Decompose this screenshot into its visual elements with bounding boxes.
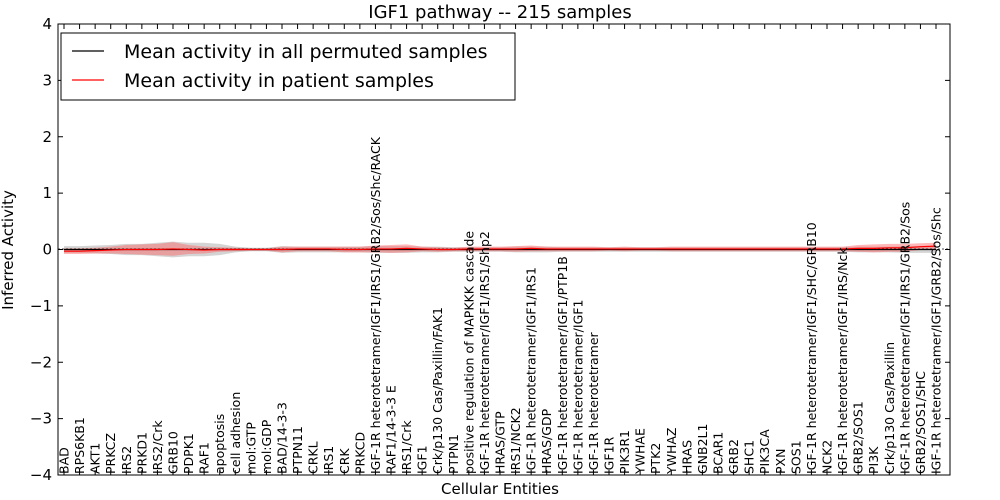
category-label: mol:GDP <box>259 419 274 474</box>
category-label: GRB10 <box>166 431 181 474</box>
category-label: SOS1 <box>788 440 803 474</box>
category-label: PDPK1 <box>181 433 196 474</box>
legend-label-permuted: Mean activity in all permuted samples <box>124 41 487 63</box>
plot-frame <box>57 23 951 476</box>
category-label: PTK2 <box>648 443 663 474</box>
category-label: IGF-1R heterotetramer/IGF1 <box>570 300 585 474</box>
category-label: IRS1/NCK2 <box>508 407 523 474</box>
category-label: positive regulation of MAPKKK cascade <box>461 231 476 474</box>
category-label: IGF1 <box>415 445 430 474</box>
category-label: PIK3R1 <box>617 430 632 474</box>
category-label: PTPN1 <box>446 434 461 474</box>
category-label: PXN <box>773 449 788 474</box>
category-label: CRKL <box>306 441 321 474</box>
category-label: CRK <box>337 448 352 474</box>
category-label: IGF-1R heterotetramer/IGF1/IRS1 <box>524 267 539 474</box>
y-tick-label: 2 <box>42 128 52 146</box>
category-label: BAD/14-3-3 <box>275 402 290 474</box>
category-label: Crk/p130 Cas/Paxillin <box>882 342 897 474</box>
category-label: RPS6KB1 <box>72 417 87 474</box>
category-label: PRKD1 <box>134 432 149 474</box>
category-label: GNB2L1 <box>695 424 710 474</box>
y-tick-label: 3 <box>42 71 52 89</box>
y-tick-label: 1 <box>42 184 52 202</box>
category-label: cell adhesion <box>228 392 243 474</box>
category-label: AKT1 <box>88 443 103 474</box>
category-label: IGF-1R heterotetramer <box>586 331 601 474</box>
category-label: GRB2/SOS1 <box>851 401 866 474</box>
x-axis-label: Cellular Entities <box>441 480 559 498</box>
category-label: IRS2/Crk <box>150 420 165 474</box>
category-label: IRS1 <box>321 446 336 474</box>
y-tick-label: −3 <box>30 410 52 428</box>
category-label: PI3K <box>866 446 881 474</box>
category-label: IGF-1R heterotetramer/IGF1/PTP1B <box>555 256 570 474</box>
y-axis-label: Inferred Activity <box>0 190 17 310</box>
category-label: BCAR1 <box>711 432 726 474</box>
category-label: apoptosis <box>212 414 227 474</box>
category-label: HRAS <box>679 440 694 474</box>
series-lines <box>64 245 937 252</box>
category-label: PIK3CA <box>757 429 772 474</box>
axis-ticks: 4 3 2 1 0 −1 −2 −3 −4 <box>30 15 950 484</box>
category-label: HRAS/GTP <box>493 411 508 474</box>
category-label: Crk/p130 Cas/Paxillin/FAK1 <box>430 307 445 474</box>
y-tick-label: 0 <box>42 241 52 259</box>
category-label: IGF-1R heterotetramer/IGF1/IRS1/Shp2 <box>477 231 492 474</box>
category-label: IGF-1R heterotetramer/IGF1/IRS/Nck <box>835 247 850 474</box>
category-label: YWHAZ <box>664 427 679 475</box>
category-label: YWHAE <box>633 428 648 475</box>
category-label: PRKCZ <box>103 433 118 474</box>
category-label: IGF-1R heterotetramer/IGF1/SHC/GRB10 <box>804 222 819 474</box>
legend: Mean activity in all permuted samples Me… <box>60 32 516 101</box>
category-label: SHC1 <box>742 440 757 474</box>
category-label: HRAS/GDP <box>539 408 554 474</box>
category-label: IGF1R <box>602 436 617 474</box>
chart-title: IGF1 pathway -- 215 samples <box>368 2 631 23</box>
category-label: IGF-1R heterotetramer/IGF1/IRS1/GRB2/Sos… <box>368 136 383 474</box>
category-label: RAF1/14-3-3 E <box>384 385 399 474</box>
category-label: GRB2/SOS1/SHC <box>913 371 928 474</box>
category-label: mol:GTP <box>243 422 258 474</box>
series-line-patient <box>64 245 937 252</box>
y-tick-label: 4 <box>42 15 52 33</box>
category-label: GRB2 <box>726 439 741 474</box>
category-label: NCK2 <box>820 440 835 474</box>
category-label: RAF1 <box>197 442 212 474</box>
y-tick-label: −1 <box>30 297 52 315</box>
category-label: IRS2 <box>119 446 134 474</box>
category-labels: BAD RPS6KB1 AKT1 PRKCZ IRS2 PRKD1 IRS2/Crk GRB1… <box>57 136 944 475</box>
category-label: PTPN11 <box>290 426 305 474</box>
legend-box <box>60 32 516 101</box>
y-tick-label: −2 <box>30 353 52 371</box>
category-label: IRS1/Crk <box>399 420 414 474</box>
category-label: BAD <box>57 447 72 474</box>
category-label: IGF-1R heterotetramer/IGF1/GRB2/Sos/Shc <box>929 207 944 474</box>
y-tick-label: −4 <box>30 466 52 484</box>
category-label: PRKCD <box>352 432 367 474</box>
legend-label-patient: Mean activity in patient samples <box>124 70 434 92</box>
category-label: IGF-1R heterotetramer/IGF1/IRS1/GRB2/Sos <box>897 202 912 474</box>
